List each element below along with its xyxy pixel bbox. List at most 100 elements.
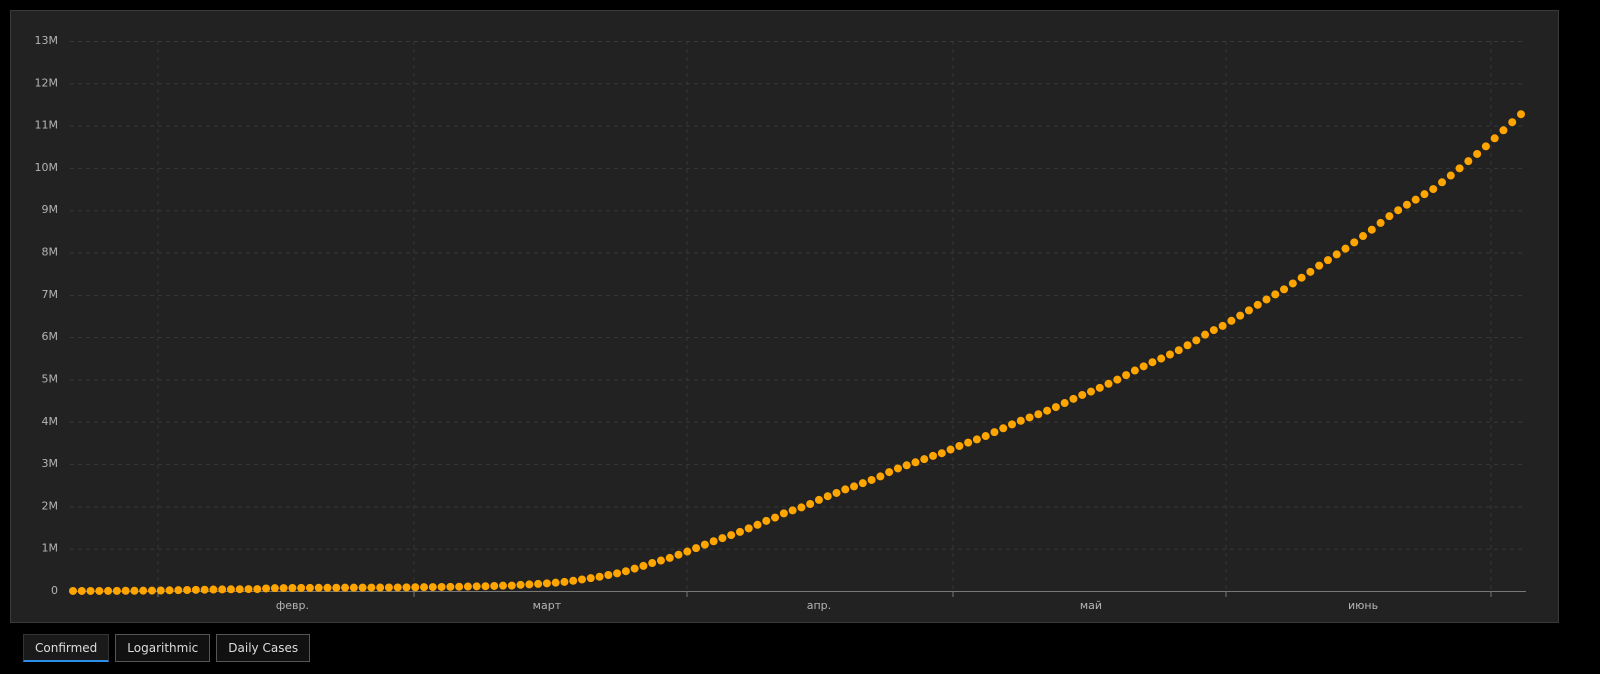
point [920, 455, 929, 464]
point [139, 586, 148, 595]
point [463, 582, 472, 591]
point [262, 584, 271, 593]
y-tick-label: 5M [42, 372, 59, 385]
x-tick-label: март [533, 599, 562, 612]
point [788, 506, 797, 515]
point [1499, 126, 1508, 135]
point [305, 583, 314, 592]
point [1429, 185, 1438, 194]
point [1490, 134, 1499, 143]
point [841, 485, 850, 494]
point [762, 516, 771, 525]
point [86, 586, 95, 595]
point [314, 583, 323, 592]
point [1095, 383, 1104, 392]
tab[interactable]: Daily Cases [216, 634, 311, 662]
y-tick-label: 12M [35, 76, 59, 89]
point [104, 586, 113, 595]
x-tick-label: апр. [807, 599, 831, 612]
point [1438, 178, 1447, 187]
point [499, 581, 508, 590]
point [1086, 387, 1095, 396]
point [902, 461, 911, 470]
point [1025, 413, 1034, 422]
point [718, 534, 727, 543]
point [727, 531, 736, 540]
point [1201, 330, 1210, 339]
point [218, 585, 227, 594]
point [779, 509, 788, 518]
y-tick-label: 0 [51, 584, 58, 597]
point [1227, 316, 1236, 325]
point [972, 435, 981, 444]
tab[interactable]: Confirmed [23, 634, 110, 662]
point [1016, 416, 1025, 425]
point [735, 527, 744, 536]
point [823, 492, 832, 501]
points [69, 110, 1525, 595]
point [911, 458, 920, 467]
point [130, 586, 139, 595]
point [95, 586, 104, 595]
point [244, 585, 253, 594]
point [1192, 336, 1201, 345]
point [77, 586, 86, 595]
point [1341, 244, 1350, 253]
point [121, 586, 130, 595]
point [692, 544, 701, 553]
point [437, 582, 446, 591]
point [1464, 157, 1473, 166]
point [937, 449, 946, 458]
point [946, 445, 955, 454]
y-tick-label: 6M [42, 330, 59, 343]
point [990, 428, 999, 437]
point [551, 578, 560, 587]
point [1209, 326, 1218, 335]
point [332, 583, 341, 592]
point [1174, 346, 1183, 355]
point [1069, 394, 1078, 403]
point [1113, 375, 1122, 384]
tab[interactable]: Logarithmic [115, 634, 211, 662]
point [472, 582, 481, 591]
point [384, 583, 393, 592]
point [402, 583, 411, 592]
point [341, 583, 350, 592]
point [1446, 171, 1455, 180]
point [964, 438, 973, 447]
chart-panel [10, 10, 1559, 623]
point [1517, 110, 1525, 119]
y-tick-label: 3M [42, 457, 59, 470]
point [165, 586, 174, 595]
point [586, 574, 595, 583]
point [595, 572, 604, 581]
tab-bar: Confirmed Logarithmic Daily Cases [23, 634, 311, 662]
point [999, 424, 1008, 433]
point [1288, 279, 1297, 288]
point [885, 468, 894, 477]
point [1315, 261, 1324, 270]
point [253, 585, 262, 594]
point [832, 488, 841, 497]
point [147, 586, 156, 595]
point [481, 582, 490, 591]
point [744, 524, 753, 533]
point [1130, 366, 1139, 375]
point [235, 585, 244, 594]
point [455, 582, 464, 591]
point [1271, 290, 1280, 299]
point [297, 583, 306, 592]
point [577, 575, 586, 584]
point [1244, 306, 1253, 315]
point [1394, 206, 1403, 215]
y-tick-label: 9M [42, 203, 59, 216]
point [1323, 256, 1332, 265]
point [376, 583, 385, 592]
point [226, 585, 235, 594]
point [613, 569, 622, 578]
point [867, 475, 876, 484]
point [446, 582, 455, 591]
point [656, 556, 665, 565]
point [209, 585, 218, 594]
